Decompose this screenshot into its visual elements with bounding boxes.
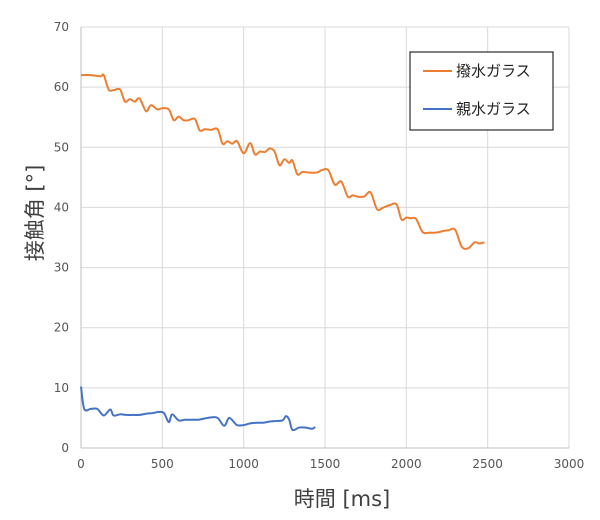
x-axis-title: 時間 [ms] bbox=[294, 487, 390, 511]
y-tick-label: 0 bbox=[61, 441, 69, 455]
x-tick-label: 2000 bbox=[391, 457, 422, 471]
y-axis-title: 接触角 [°] bbox=[23, 165, 47, 262]
y-tick-label: 30 bbox=[54, 261, 69, 275]
x-tick-label: 3000 bbox=[554, 457, 585, 471]
legend-box bbox=[409, 51, 554, 131]
x-tick-label: 0 bbox=[77, 457, 85, 471]
x-tick-label: 2500 bbox=[472, 457, 503, 471]
x-tick-label: 500 bbox=[151, 457, 174, 471]
y-tick-label: 60 bbox=[54, 80, 69, 94]
series-line-hydrophilic-glass bbox=[80, 386, 316, 432]
y-tick-label: 10 bbox=[54, 381, 69, 395]
y-tick-label: 40 bbox=[54, 200, 69, 214]
legend: 撥水ガラス 親水ガラス bbox=[409, 51, 554, 131]
y-tick-label: 70 bbox=[54, 20, 69, 34]
legend-label-hydrophilic: 親水ガラス bbox=[456, 100, 531, 118]
y-tick-label: 20 bbox=[54, 321, 69, 335]
gridlines bbox=[81, 26, 570, 448]
series-lines bbox=[80, 73, 485, 432]
x-tick-label: 1500 bbox=[310, 457, 341, 471]
legend-label-hydrophobic: 撥水ガラス bbox=[456, 62, 531, 80]
tick-labels: 0 10 20 30 40 50 60 70 0 500 1000 1500 2000 2500 3000 bbox=[54, 20, 585, 471]
y-tick-label: 50 bbox=[54, 140, 69, 154]
series-line-hydrophobic-glass bbox=[80, 73, 485, 250]
axes bbox=[80, 27, 569, 449]
x-tick-label: 1000 bbox=[228, 457, 259, 471]
